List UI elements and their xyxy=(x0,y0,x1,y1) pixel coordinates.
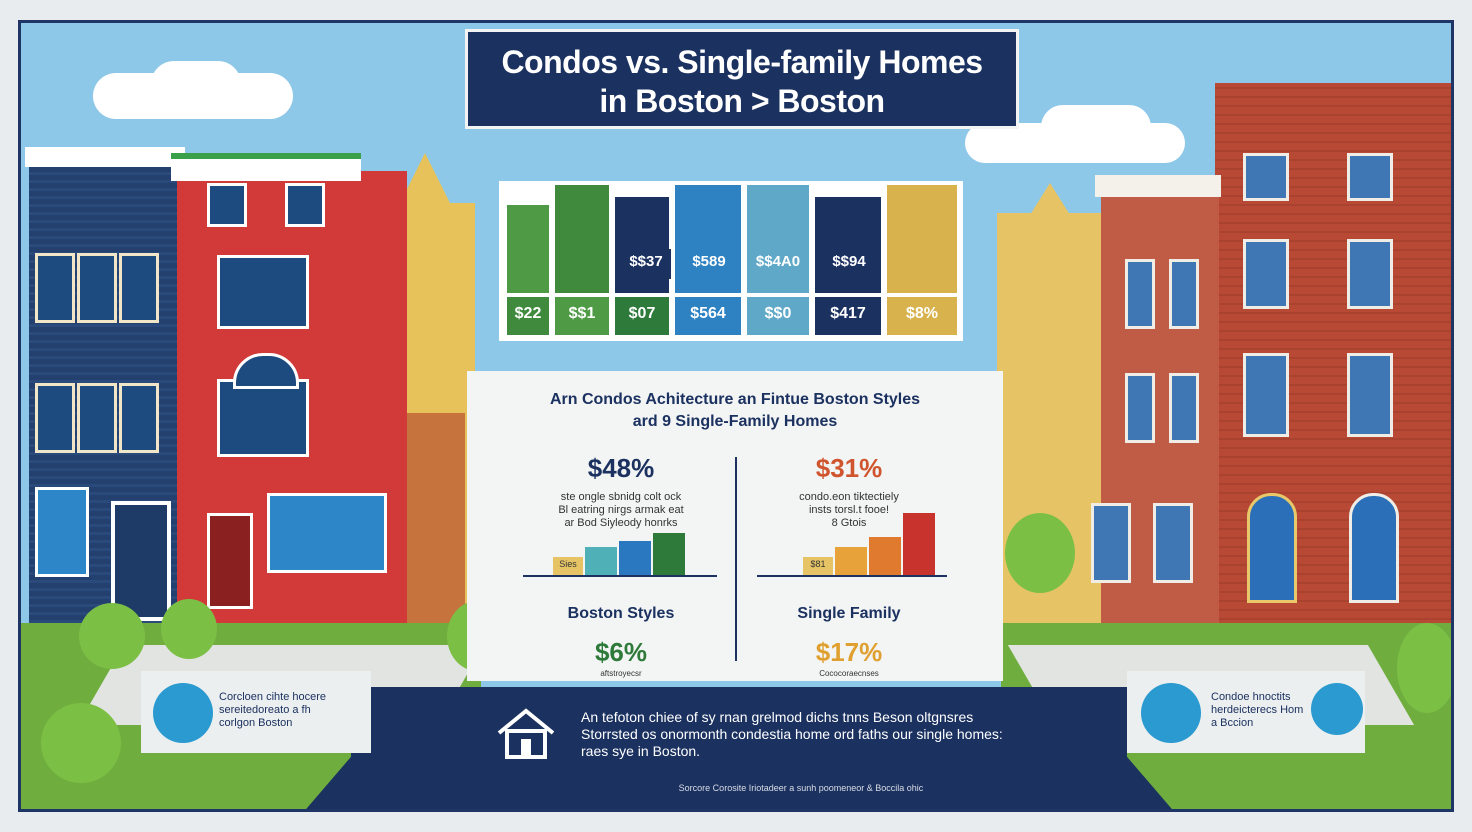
infographic-frame: Condos vs. Single-family Homes in Boston… xyxy=(18,20,1454,812)
right-baseline xyxy=(757,575,947,577)
left-stat-bottom: $6% xyxy=(594,637,648,667)
cloud xyxy=(1041,105,1151,149)
right-stat-bottom: $17% xyxy=(815,637,883,667)
window xyxy=(1347,153,1393,201)
window xyxy=(217,255,309,329)
price-cell: $$4A0 xyxy=(755,253,801,270)
price-cell: $22 xyxy=(505,295,551,337)
price-cell: $8% xyxy=(885,295,959,337)
window xyxy=(285,183,325,227)
building-icon xyxy=(1141,683,1201,743)
grid-house xyxy=(813,195,883,295)
right-stat-top: $31% xyxy=(815,453,883,483)
right-bar xyxy=(803,557,833,575)
window xyxy=(1243,353,1289,437)
left-label: Boston Styles xyxy=(567,605,675,622)
window xyxy=(1091,503,1131,583)
window xyxy=(35,487,89,577)
left-bar xyxy=(585,547,617,575)
window xyxy=(1243,239,1289,309)
cloud xyxy=(151,61,241,107)
left-stat-caption: aftstroyecsr xyxy=(600,669,642,678)
left-badge-text: Corcloen cihte hocere sereitedoreato a f… xyxy=(219,691,327,729)
right-bar xyxy=(903,513,935,575)
grid-house xyxy=(553,183,611,295)
left-bar xyxy=(619,541,651,575)
title-banner: Condos vs. Single-family Homes in Boston… xyxy=(465,29,1019,129)
footer-note: An tefoton chiee of sy rnan grelmod dich… xyxy=(581,709,1003,759)
price-cell: $589 xyxy=(692,253,726,270)
front-door xyxy=(207,513,253,609)
brick-cornice xyxy=(1095,175,1221,197)
blue-rowhouse-cornice xyxy=(25,147,185,167)
window xyxy=(35,253,75,323)
front-door xyxy=(1247,493,1297,603)
window xyxy=(1125,259,1155,329)
panel-heading: Arn Condos Achitecture an Fintue Boston … xyxy=(549,391,921,408)
left-baseline xyxy=(523,575,717,577)
price-cell: $$94 xyxy=(832,253,866,270)
footer-source: Sorcore Corosite Iriotadeer a sunh poome… xyxy=(678,783,924,793)
right-badge-text: Condoe hnoctits herdeicterecs Hom a Bcci… xyxy=(1211,691,1304,729)
window xyxy=(77,383,117,453)
grid-house xyxy=(745,183,811,295)
window xyxy=(1347,353,1393,437)
right-description: condo.eon tiktectiely insts torsl.t fooe… xyxy=(799,491,899,529)
page-title: Condos vs. Single-family Homes xyxy=(501,44,983,80)
red-rowhouse-cornice xyxy=(171,153,361,181)
window xyxy=(1169,373,1199,443)
tree xyxy=(79,603,145,669)
comparison-panel: Arn Condos Achitecture an Fintue Boston … xyxy=(467,371,1003,681)
window xyxy=(1125,373,1155,443)
window xyxy=(35,383,75,453)
left-bar xyxy=(553,557,583,575)
right-bar-label: $81 xyxy=(810,559,826,569)
window xyxy=(207,183,247,227)
window xyxy=(119,253,159,323)
front-door xyxy=(111,501,171,621)
tree xyxy=(161,599,217,659)
price-cell: $$37 xyxy=(621,249,671,279)
panel-heading-2: ard 9 Single-Family Homes xyxy=(632,413,838,430)
left-bar-label: Sies xyxy=(559,559,577,569)
price-cell: $07 xyxy=(613,295,671,337)
price-cell: $417 xyxy=(813,295,883,337)
price-cell: $$1 xyxy=(553,295,611,337)
window xyxy=(1153,503,1193,583)
skyscraper-mid xyxy=(1025,183,1075,223)
building-icon xyxy=(153,683,213,743)
page-subtitle: in Boston > Boston xyxy=(599,83,885,119)
window xyxy=(119,383,159,453)
storefront-window xyxy=(267,493,387,573)
footer-band xyxy=(351,687,1127,809)
house-icon xyxy=(495,705,557,761)
window xyxy=(77,253,117,323)
skyscraper-right xyxy=(997,213,1107,673)
panel-divider xyxy=(735,457,737,661)
window xyxy=(1347,239,1393,309)
grid-house xyxy=(673,183,743,295)
right-label: Single Family xyxy=(797,605,901,622)
grid-house xyxy=(505,203,551,295)
window xyxy=(1169,259,1199,329)
window xyxy=(217,379,309,457)
grid-house xyxy=(613,195,671,295)
left-description: ste ongle sbnidg colt ock Bl eatring nir… xyxy=(558,491,684,529)
right-bar xyxy=(835,547,867,575)
right-bar xyxy=(869,537,901,575)
brick-rowhouse-low xyxy=(1101,193,1219,673)
window xyxy=(1243,153,1289,201)
front-door xyxy=(1349,493,1399,603)
grid-house xyxy=(885,183,959,295)
tree xyxy=(1005,513,1075,593)
arched-window xyxy=(233,353,299,389)
price-cell: $564 xyxy=(673,295,743,337)
building-icon xyxy=(1311,683,1363,735)
tree xyxy=(41,703,121,783)
left-stat-top: $48% xyxy=(587,453,655,483)
right-stat-caption: Cococoraecnses xyxy=(819,669,879,678)
price-cell: $$0 xyxy=(745,295,811,337)
left-bar xyxy=(653,533,685,575)
tree xyxy=(1397,623,1451,713)
